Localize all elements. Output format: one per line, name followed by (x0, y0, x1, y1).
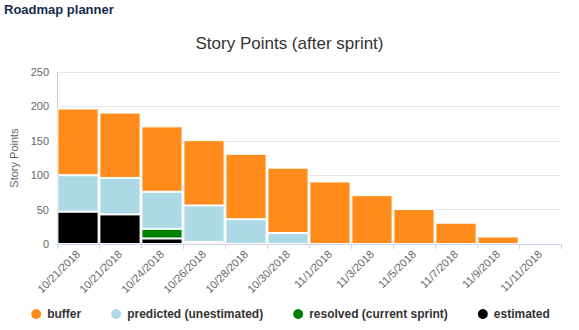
svg-text:50: 50 (37, 204, 49, 216)
svg-text:11/5/2018: 11/5/2018 (376, 248, 418, 290)
svg-text:Story Points (after sprint): Story Points (after sprint) (195, 34, 383, 53)
svg-text:11/7/2018: 11/7/2018 (418, 248, 460, 290)
svg-text:estimated: estimated (494, 307, 550, 321)
svg-text:buffer: buffer (47, 307, 81, 321)
svg-text:10/26/2018: 10/26/2018 (161, 248, 208, 295)
svg-text:predicted (unestimated): predicted (unestimated) (127, 307, 263, 321)
svg-text:10/28/2018: 10/28/2018 (203, 248, 250, 295)
svg-text:10/21/2018: 10/21/2018 (35, 248, 82, 295)
svg-text:10/24/2018: 10/24/2018 (119, 248, 166, 295)
svg-text:11/11/2018: 11/11/2018 (498, 248, 544, 294)
svg-text:Story Points: Story Points (8, 128, 20, 188)
svg-text:0: 0 (43, 238, 49, 250)
svg-text:11/1/2018: 11/1/2018 (292, 248, 334, 290)
svg-text:10/30/2018: 10/30/2018 (245, 248, 292, 295)
svg-text:150: 150 (31, 135, 49, 147)
svg-text:250: 250 (31, 66, 49, 78)
svg-text:200: 200 (31, 100, 49, 112)
svg-text:11/3/2018: 11/3/2018 (334, 248, 376, 290)
svg-text:100: 100 (31, 169, 49, 181)
svg-text:resolved (current sprint): resolved (current sprint) (309, 307, 448, 321)
html-text:Roadmap planner: Roadmap planner (4, 2, 114, 17)
svg-text:11/9/2018: 11/9/2018 (460, 248, 502, 290)
svg-text:10/21/2018: 10/21/2018 (77, 248, 124, 295)
